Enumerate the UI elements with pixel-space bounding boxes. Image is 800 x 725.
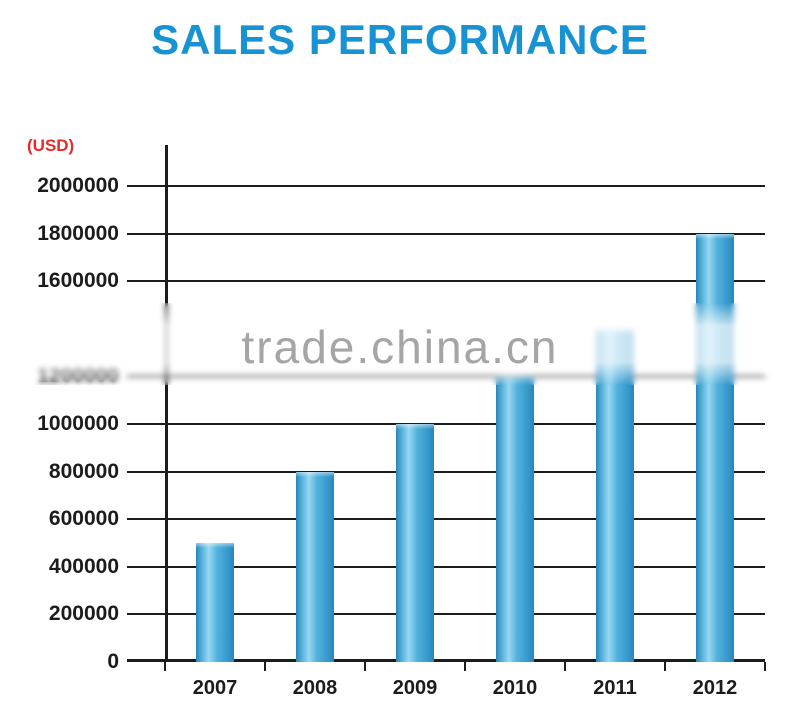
x-tick-label: 2007: [192, 677, 238, 699]
bar-2012: [696, 233, 734, 662]
y-tick-label: 600000: [48, 507, 119, 531]
bar-2008: [296, 471, 334, 662]
watermark-blur-band: [0, 303, 800, 385]
x-axis-tick: [164, 662, 166, 671]
x-tick-label: 2009: [392, 677, 438, 699]
x-tick-label: 2011: [593, 677, 637, 699]
x-axis-tick: [764, 662, 766, 671]
y-tick-label: 1800000: [37, 221, 119, 245]
grid-line: [127, 280, 765, 283]
grid-line: [127, 565, 765, 568]
page-title: SALES PERFORMANCE: [151, 16, 649, 63]
grid-line: [127, 423, 765, 425]
y-tick-label: 200000: [48, 602, 119, 626]
bar-2007: [196, 543, 234, 662]
x-axis-tick: [464, 662, 466, 671]
y-tick-label: 1600000: [37, 269, 119, 293]
grid-line: [127, 518, 765, 521]
y-tick-label: 0: [107, 649, 119, 673]
watermark-text: trade.china.cn: [241, 321, 559, 373]
x-tick-label: 2008: [292, 677, 338, 699]
bar-2009: [396, 424, 434, 662]
grid-line: [127, 470, 765, 473]
y-axis-line: [165, 145, 168, 662]
x-axis-tick: [364, 662, 366, 671]
bar-2010: [496, 376, 534, 662]
x-axis-tick: [564, 662, 566, 671]
x-axis-tick: [664, 662, 666, 671]
x-tick-label: 2012: [692, 677, 738, 699]
grid-line: [127, 659, 765, 662]
y-tick-label: 2000000: [37, 173, 119, 197]
y-tick-label: 800000: [48, 459, 119, 483]
y-axis-unit-label: (USD): [27, 136, 75, 155]
grid-line: [127, 185, 765, 187]
grid-line: [127, 232, 765, 235]
y-tick-label: 400000: [48, 554, 119, 578]
y-tick-label: 1000000: [37, 411, 119, 435]
grid-line: [127, 613, 765, 616]
plot-area: 0200000400000600000800000100000012000001…: [37, 145, 766, 699]
x-tick-label: 2010: [492, 677, 538, 699]
x-axis-tick: [264, 662, 266, 671]
